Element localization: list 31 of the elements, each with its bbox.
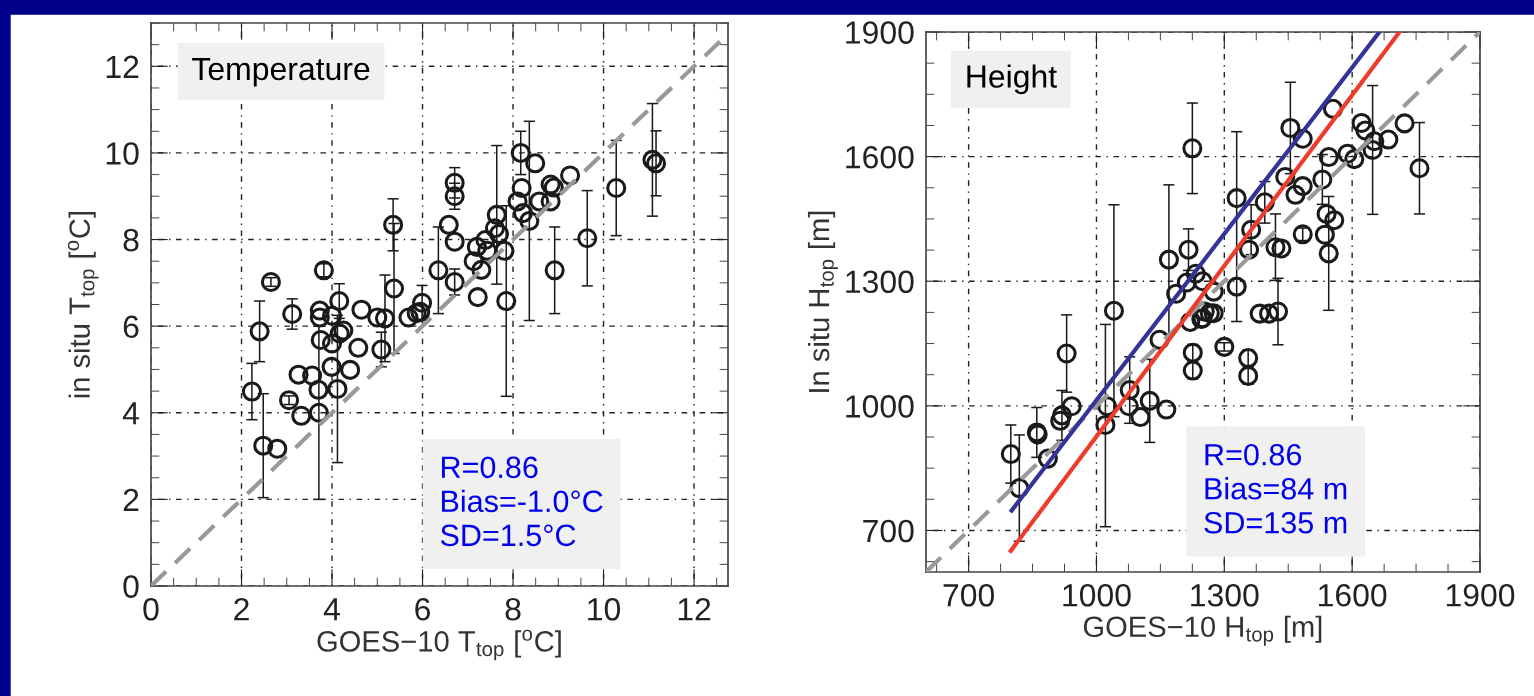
y-tick-label: 2 [123,488,139,511]
y-axis-title: in situ T$_{top}$ [$^{o}$C] [67,212,99,398]
y-tick-label: 1300 [846,270,914,294]
y-tick-label: 6 [123,315,139,339]
x-axis-title: GOES−10 T$_{top}$ [$^{o}$C] [317,629,561,661]
x-tick-label: 8 [505,597,521,621]
x-tick-label: 6 [415,597,431,621]
annotation: R=0.86 Bias=-1.0°C SD=1.5°C [440,456,603,547]
x-tick-label: 2 [234,597,249,621]
x-tick-label: 4 [323,598,340,621]
x-tick-label: 1300 [1191,583,1259,607]
x-tick-label: 10 [588,597,621,621]
y-tick-label: 700 [863,519,914,543]
x-tick-label: 0 [143,597,159,621]
y-tick-label: 1600 [846,145,914,169]
x-axis-title: GOES−10 H$_{top}$ [m] [1083,615,1322,646]
text: Height [967,64,1057,95]
x-tick-label: 1900 [1446,583,1515,607]
x-tick-label: 1600 [1319,583,1387,607]
annotation: R=0.86 Bias=84 m SD=135 m [1204,443,1347,534]
x-tick-label: 1000 [1063,583,1131,607]
y-tick-label: 10 [106,142,139,165]
text: Temperature [192,57,370,87]
x-tick-label: 12 [678,597,711,621]
y-tick-label: 4 [122,402,139,425]
x-tick-label: 700 [943,583,995,607]
y-axis-title: In situ H$_{top}$ [m] [807,211,838,392]
y-tick-label: 1900 [846,21,914,44]
y-tick-label: 12 [106,55,139,78]
y-tick-label: 1000 [846,395,914,418]
y-tick-label: 8 [123,228,139,252]
